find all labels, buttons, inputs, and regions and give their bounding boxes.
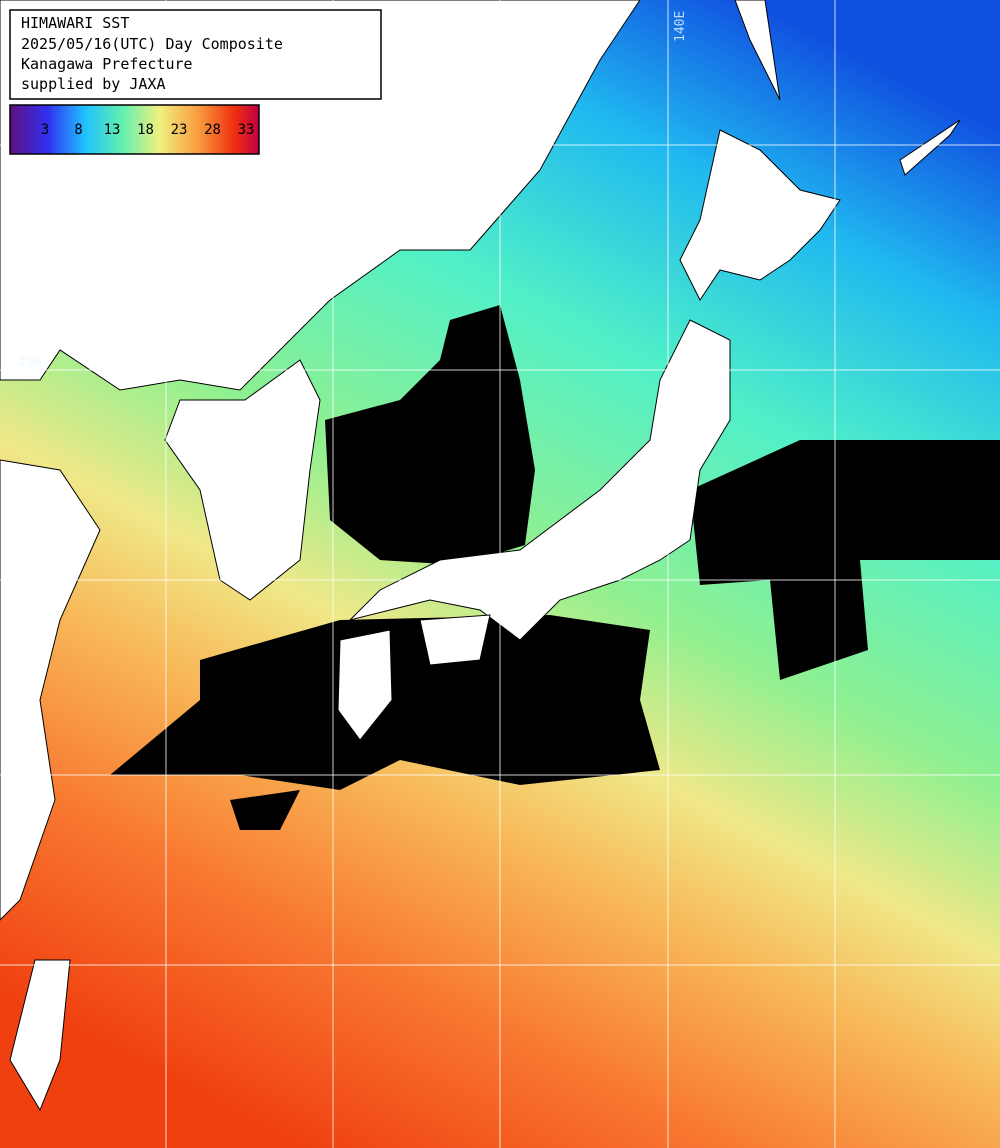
header-line: Kanagawa Prefecture: [21, 55, 193, 73]
header-line: HIMAWARI SST: [21, 14, 129, 32]
color-scale-labels: 3 8 13 18 23 28 33: [41, 122, 255, 138]
header-box: [9, 9, 382, 100]
color-scale-label: 28: [204, 122, 221, 138]
latitude-label: 40N: [18, 356, 41, 371]
color-scale-label: 18: [137, 122, 154, 138]
color-scale-label: 33: [238, 122, 255, 138]
longitude-label: 140E: [673, 11, 688, 42]
color-scale: [9, 104, 260, 155]
color-scale-label: 8: [74, 122, 82, 138]
color-scale-label: 23: [171, 122, 188, 138]
color-scale-label: 3: [41, 122, 49, 138]
color-scale-label: 13: [104, 122, 121, 138]
header-line: supplied by JAXA: [21, 75, 166, 93]
header-line: 2025/05/16(UTC) Day Composite: [21, 35, 283, 53]
